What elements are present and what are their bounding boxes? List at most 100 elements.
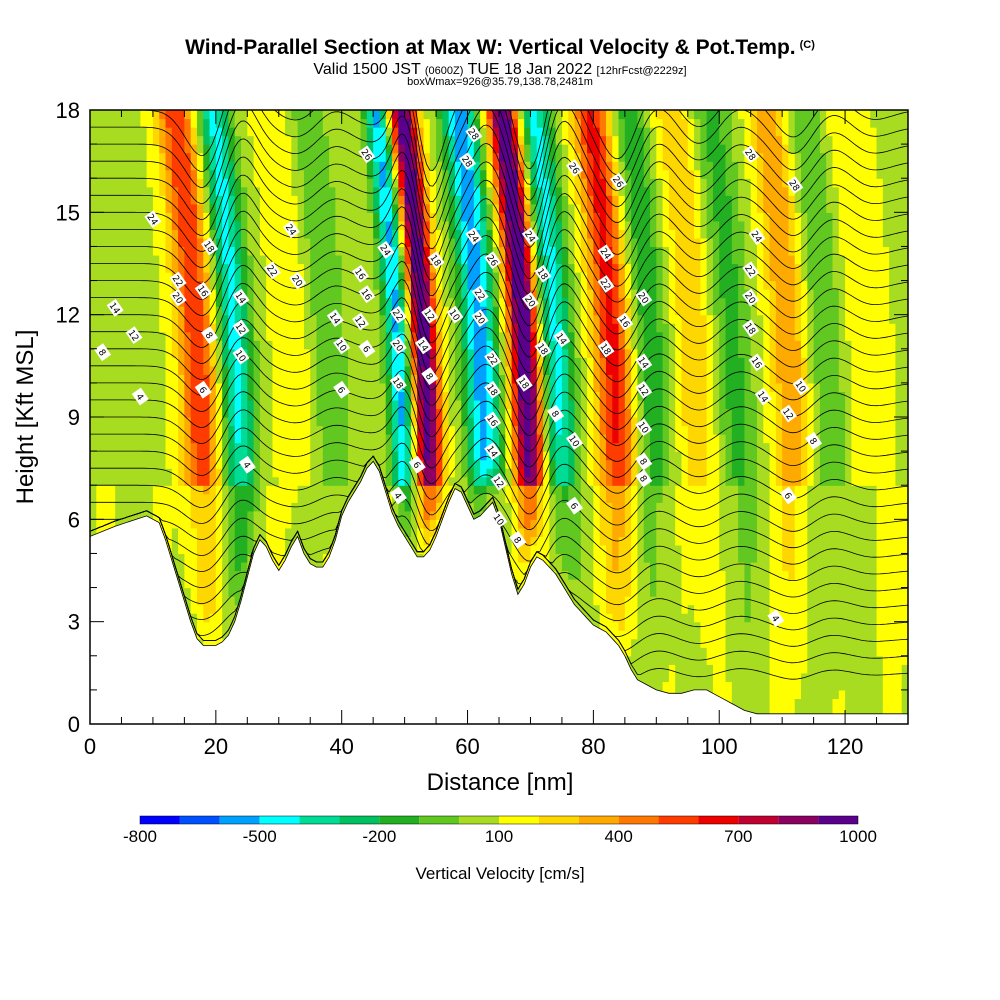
w-cell — [392, 459, 399, 469]
w-cell — [738, 544, 745, 555]
w-cell — [392, 391, 399, 401]
w-cell — [857, 476, 865, 486]
w-cell — [90, 519, 97, 529]
w-cell — [643, 468, 651, 478]
w-cell — [832, 587, 840, 597]
w-cell — [454, 408, 462, 418]
w-cell — [813, 459, 821, 469]
w-cell — [826, 527, 834, 537]
copyright-mark: (C) — [799, 39, 815, 51]
w-cell — [228, 510, 236, 520]
w-cell — [190, 544, 198, 555]
w-cell — [429, 408, 437, 418]
w-cell — [838, 689, 846, 700]
w-cell — [366, 391, 374, 401]
w-cell — [140, 485, 148, 495]
w-cell — [190, 425, 198, 435]
w-cell — [656, 596, 664, 606]
w-cell — [643, 638, 651, 648]
w-cell — [241, 536, 248, 546]
w-cell — [895, 434, 903, 444]
w-cell — [656, 655, 664, 665]
w-cell — [631, 570, 639, 580]
w-cell — [845, 510, 852, 520]
w-cell — [870, 399, 878, 410]
w-cell — [253, 476, 261, 486]
w-cell — [719, 399, 727, 410]
w-cell — [782, 417, 790, 427]
w-cell — [895, 655, 903, 665]
w-cell — [813, 553, 821, 563]
w-cell — [473, 399, 481, 410]
w-cell — [650, 417, 657, 427]
w-cell — [788, 399, 796, 410]
w-cell — [700, 493, 708, 503]
w-cell — [857, 689, 865, 700]
w-cell — [681, 510, 689, 520]
w-cell — [310, 451, 318, 461]
w-cell — [845, 672, 852, 682]
w-cell — [599, 604, 607, 614]
w-cell — [863, 604, 871, 614]
w-cell — [901, 698, 908, 708]
w-cell — [568, 553, 576, 563]
w-cell — [486, 425, 494, 435]
w-cell — [278, 536, 286, 546]
w-cell — [675, 476, 683, 486]
w-cell — [580, 425, 588, 435]
w-cell — [618, 570, 626, 580]
w-cell — [297, 408, 305, 418]
w-cell — [115, 502, 123, 512]
w-cell — [901, 706, 908, 717]
w-cell — [731, 417, 739, 427]
w-cell — [436, 468, 443, 478]
w-cell — [744, 425, 752, 435]
w-cell — [687, 493, 695, 503]
w-cell — [203, 527, 211, 537]
w-cell — [863, 519, 871, 529]
w-cell — [285, 417, 292, 427]
w-cell — [178, 561, 185, 572]
w-cell — [322, 544, 330, 555]
w-cell — [347, 451, 355, 461]
w-cell — [845, 502, 852, 512]
w-cell — [769, 476, 777, 486]
w-cell — [668, 604, 676, 614]
w-cell — [637, 570, 645, 580]
w-cell — [675, 425, 683, 435]
w-cell — [574, 587, 582, 597]
w-cell — [763, 434, 771, 444]
w-cell — [247, 425, 255, 435]
valid-date: TUE 18 Jan 2022 — [467, 61, 593, 78]
w-cell — [543, 425, 550, 435]
w-cell — [662, 493, 670, 503]
w-cell — [712, 579, 720, 589]
w-cell — [115, 451, 123, 461]
w-cell — [668, 664, 676, 674]
w-cell — [253, 399, 261, 410]
w-cell — [631, 451, 639, 461]
w-cell — [171, 527, 179, 537]
w-cell — [901, 647, 908, 657]
w-cell — [417, 442, 425, 452]
w-cell — [845, 647, 852, 657]
w-cell — [794, 408, 802, 418]
w-cell — [329, 485, 336, 495]
w-cell — [417, 493, 425, 503]
w-cell — [819, 510, 827, 520]
w-cell — [127, 510, 135, 520]
w-cell — [731, 544, 739, 555]
w-cell — [643, 664, 651, 674]
w-cell — [750, 408, 758, 418]
w-cell — [719, 459, 727, 469]
w-cell — [354, 417, 362, 427]
w-cell — [190, 434, 198, 444]
w-cell — [203, 587, 211, 597]
w-cell — [719, 647, 727, 657]
w-cell — [253, 459, 261, 469]
w-cell — [882, 476, 890, 486]
w-cell — [524, 527, 532, 537]
w-cell — [775, 570, 783, 580]
w-cell — [442, 434, 450, 444]
w-cell — [612, 451, 620, 461]
